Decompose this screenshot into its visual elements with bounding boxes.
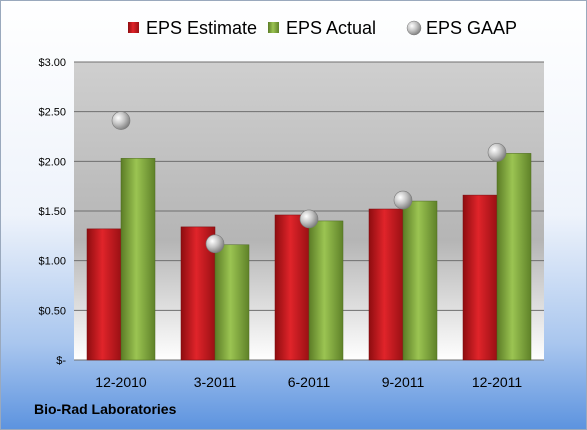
bar-eps-actual xyxy=(120,158,156,361)
y-axis-ticks: $- $0.50 $1.00 $1.50 $2.00 $2.50 $3.00 xyxy=(38,57,66,367)
marker-eps-gaap xyxy=(205,234,225,254)
legend-label: EPS Actual xyxy=(286,18,376,38)
bar-eps-estimate xyxy=(86,228,122,361)
y-tick-label: $3.00 xyxy=(38,57,66,69)
legend-swatch xyxy=(128,22,139,33)
y-tick-label: $- xyxy=(56,355,66,367)
y-tick-label: $2.50 xyxy=(38,107,66,119)
gaap-markers xyxy=(111,111,507,254)
y-tick-label: $0.50 xyxy=(38,305,66,317)
marker-eps-gaap xyxy=(393,190,413,210)
y-tick-label: $1.00 xyxy=(38,256,66,268)
x-category-label: 6-2011 xyxy=(288,374,331,390)
marker-eps-gaap xyxy=(487,143,507,162)
bar-eps-actual xyxy=(402,200,438,361)
x-category-label: 3-2011 xyxy=(194,374,237,390)
x-category-label: 9-2011 xyxy=(382,374,425,390)
bar-eps-actual xyxy=(496,153,532,361)
bar-eps-actual xyxy=(308,220,344,361)
company-name: Bio-Rad Laboratories xyxy=(34,401,177,417)
bar-eps-actual xyxy=(214,244,250,361)
marker-eps-gaap xyxy=(299,209,319,229)
legend: EPS Estimate EPS Actual EPS GAAP xyxy=(128,18,517,38)
legend-swatch xyxy=(406,20,422,36)
y-tick-label: $1.50 xyxy=(38,206,66,218)
marker-eps-gaap xyxy=(111,111,131,130)
bar-eps-estimate xyxy=(274,214,310,361)
bar-eps-estimate xyxy=(462,194,498,361)
y-tick-label: $2.00 xyxy=(38,156,66,168)
bars xyxy=(86,153,532,361)
legend-swatch xyxy=(268,22,279,33)
legend-label: EPS Estimate xyxy=(146,18,257,38)
x-axis-categories: 12-2010 3-2011 6-2011 9-2011 12-2011 xyxy=(95,374,522,390)
x-category-label: 12-2011 xyxy=(472,374,523,390)
bar-eps-estimate xyxy=(368,208,404,361)
x-category-label: 12-2010 xyxy=(95,374,147,390)
legend-label: EPS GAAP xyxy=(426,18,517,38)
